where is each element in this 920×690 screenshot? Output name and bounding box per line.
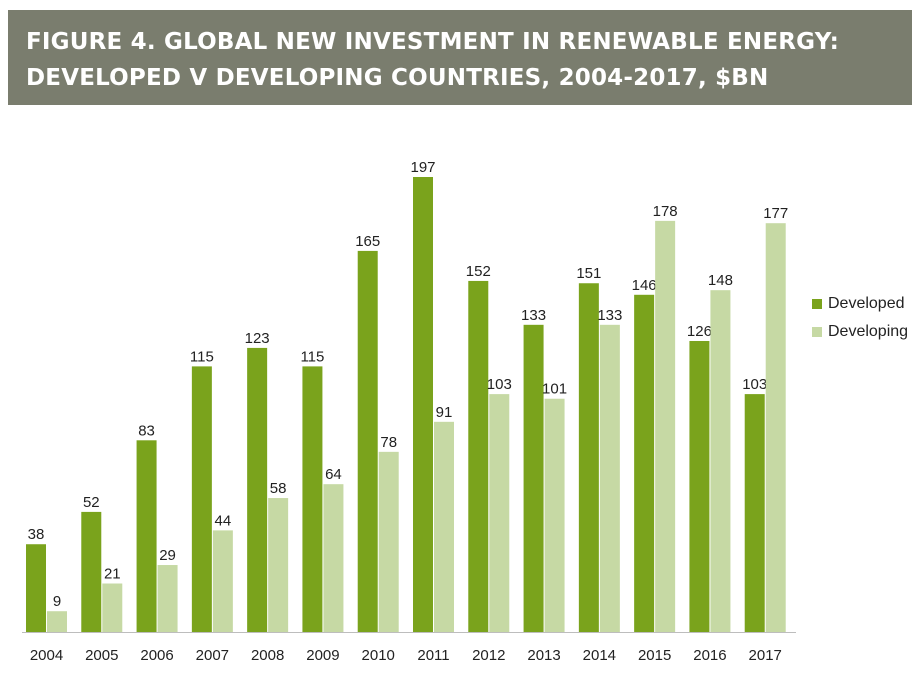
data-label-developing-2008: 58 <box>270 480 287 497</box>
data-label-developed-2011: 197 <box>410 159 435 176</box>
data-label-developed-2010: 165 <box>355 233 380 250</box>
bar-developed-2007 <box>191 366 212 632</box>
bar-developed-2009 <box>302 366 323 632</box>
bar-developing-2008 <box>268 498 289 632</box>
data-label-developed-2005: 52 <box>83 494 100 511</box>
data-label-developed-2015: 146 <box>632 277 657 294</box>
data-label-developed-2007: 115 <box>190 348 214 365</box>
bar-developing-2011 <box>434 421 454 632</box>
bar-developed-2005 <box>81 511 102 632</box>
data-label-developed-2004: 38 <box>28 526 45 543</box>
data-label-developing-2009: 64 <box>325 466 342 483</box>
x-tick-label-2012: 2012 <box>472 647 505 664</box>
bar-developed-2015 <box>634 294 655 632</box>
bar-developing-2015 <box>655 220 676 633</box>
bar-developing-2010 <box>378 451 399 632</box>
data-label-developing-2014: 133 <box>597 307 622 324</box>
data-label-developed-2014: 151 <box>576 265 601 282</box>
chart-legend: Developed Developing <box>812 290 908 346</box>
x-tick-label-2016: 2016 <box>693 647 726 664</box>
legend-label-developing: Developing <box>828 323 909 340</box>
bar-developed-2014 <box>578 283 599 632</box>
bar-developing-2006 <box>157 565 178 632</box>
bar-developed-2012 <box>468 280 489 632</box>
x-tick-label-2011: 2011 <box>417 647 449 664</box>
bar-developed-2008 <box>247 347 268 632</box>
legend-item-developed: Developed <box>812 290 908 318</box>
data-label-developing-2015: 178 <box>653 203 678 220</box>
x-tick-label-2010: 2010 <box>362 647 395 664</box>
bar-developed-2013 <box>523 324 544 632</box>
data-label-developed-2008: 123 <box>245 330 270 347</box>
figure-title-line-1: FIGURE 4. GLOBAL NEW INVESTMENT IN RENEW… <box>26 29 839 55</box>
data-label-developing-2010: 78 <box>380 434 397 451</box>
bar-developed-2017 <box>744 394 765 632</box>
x-tick-label-2017: 2017 <box>749 647 782 664</box>
figure-title-bar: FIGURE 4. GLOBAL NEW INVESTMENT IN RENEW… <box>8 10 912 105</box>
bar-developing-2017 <box>765 223 786 633</box>
data-label-developing-2016: 148 <box>708 272 733 289</box>
data-label-developed-2009: 115 <box>300 348 324 365</box>
x-tick-label-2004: 2004 <box>30 647 63 664</box>
bar-developed-2004 <box>26 544 46 632</box>
x-tick-label-2006: 2006 <box>140 647 173 664</box>
data-label-developing-2007: 44 <box>215 512 232 529</box>
data-label-developed-2017: 103 <box>742 376 767 393</box>
bar-developed-2016 <box>689 340 710 632</box>
data-label-developing-2005: 21 <box>104 565 121 582</box>
x-tick-label-2007: 2007 <box>196 647 229 664</box>
x-tick-label-2009: 2009 <box>306 647 339 664</box>
data-label-developed-2013: 133 <box>521 307 546 324</box>
data-label-developing-2013: 101 <box>542 381 567 398</box>
bar-developing-2007 <box>212 530 233 632</box>
x-tick-label-2013: 2013 <box>527 647 560 664</box>
data-label-developing-2004: 9 <box>53 593 61 610</box>
bar-developing-2009 <box>323 484 344 632</box>
x-tick-label-2015: 2015 <box>638 647 671 664</box>
x-tick-label-2014: 2014 <box>583 647 616 664</box>
bar-developing-2005 <box>102 583 123 632</box>
data-label-developing-2017: 177 <box>763 205 788 222</box>
bar-developed-2010 <box>357 250 378 632</box>
legend-swatch-developing <box>812 327 822 337</box>
figure-title-line-2: DEVELOPED V DEVELOPING COUNTRIES, 2004-2… <box>26 65 769 91</box>
data-label-developed-2012: 152 <box>466 263 491 280</box>
bar-developed-2011 <box>413 177 433 632</box>
x-tick-label-2008: 2008 <box>251 647 284 664</box>
bar-developed-2006 <box>136 440 157 632</box>
bar-developing-2004 <box>47 611 67 632</box>
legend-label-developed: Developed <box>828 295 905 312</box>
legend-swatch-developed <box>812 299 822 309</box>
data-label-developed-2006: 83 <box>138 422 155 439</box>
data-label-developing-2006: 29 <box>159 547 176 564</box>
legend-item-developing: Developing <box>812 318 908 346</box>
data-label-developed-2016: 126 <box>687 323 712 340</box>
data-label-developing-2011: 91 <box>436 404 453 421</box>
bar-developing-2014 <box>599 324 620 632</box>
bar-developing-2016 <box>710 290 731 632</box>
bar-developing-2012 <box>489 394 510 632</box>
x-tick-label-2005: 2005 <box>85 647 118 664</box>
bar-developing-2013 <box>544 398 565 632</box>
data-label-developing-2012: 103 <box>487 376 512 393</box>
